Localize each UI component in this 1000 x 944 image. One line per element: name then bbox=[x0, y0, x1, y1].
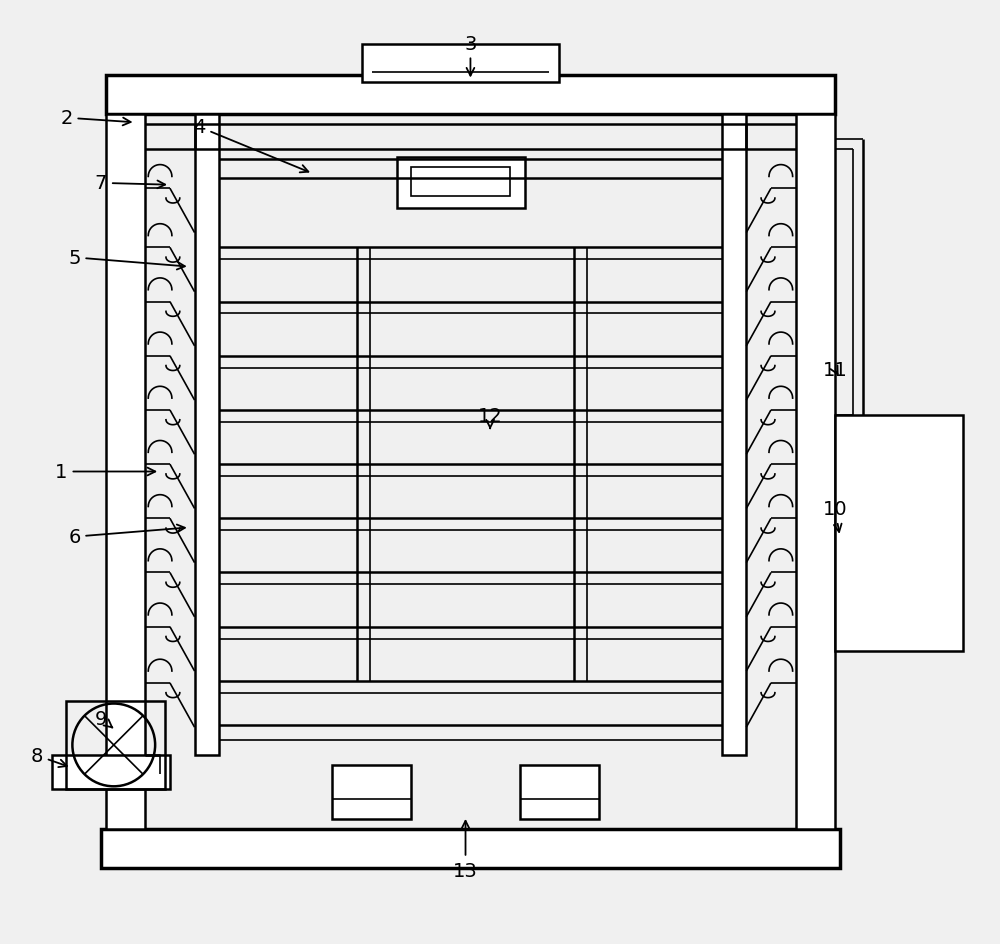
Text: 2: 2 bbox=[60, 110, 131, 128]
Text: 1: 1 bbox=[55, 463, 155, 481]
Text: 3: 3 bbox=[464, 35, 477, 76]
Bar bbox=[52, 755, 170, 789]
Text: 5: 5 bbox=[68, 248, 185, 270]
Text: 8: 8 bbox=[31, 746, 67, 767]
Text: 10: 10 bbox=[823, 499, 847, 532]
Bar bbox=[106, 115, 145, 829]
Text: 13: 13 bbox=[453, 821, 478, 880]
Bar bbox=[411, 167, 510, 197]
Text: 7: 7 bbox=[95, 175, 165, 194]
Bar bbox=[520, 765, 599, 819]
Bar bbox=[332, 765, 411, 819]
Bar bbox=[835, 415, 963, 651]
Bar bbox=[397, 158, 525, 209]
Bar bbox=[195, 115, 219, 755]
Text: 11: 11 bbox=[823, 361, 847, 379]
Bar bbox=[106, 76, 835, 115]
Bar bbox=[722, 115, 746, 755]
Text: 9: 9 bbox=[95, 709, 112, 728]
Bar bbox=[796, 115, 835, 829]
Text: 6: 6 bbox=[68, 525, 185, 547]
Text: 4: 4 bbox=[193, 118, 308, 173]
Bar bbox=[101, 829, 840, 868]
Bar bbox=[362, 45, 559, 83]
Bar bbox=[66, 700, 165, 789]
Text: 12: 12 bbox=[478, 407, 503, 429]
